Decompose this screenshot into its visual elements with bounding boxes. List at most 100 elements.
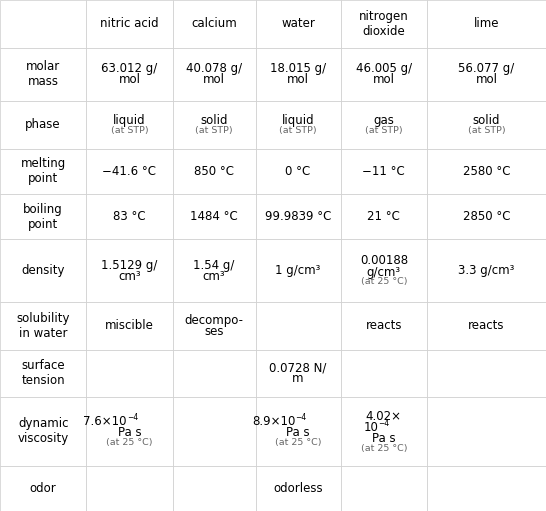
Bar: [427, 149, 546, 194]
Text: −4: −4: [378, 419, 390, 428]
Text: 56.077 g/: 56.077 g/: [458, 62, 515, 75]
Bar: [86, 397, 173, 466]
Text: 2850 °C: 2850 °C: [463, 210, 510, 223]
Bar: [427, 239, 546, 302]
Bar: [341, 101, 427, 149]
Text: (at 25 °C): (at 25 °C): [106, 438, 153, 447]
Text: mol: mol: [203, 74, 225, 86]
Text: ses: ses: [204, 325, 224, 338]
Text: 0.0728 N/: 0.0728 N/: [269, 361, 327, 375]
Text: nitrogen
dioxide: nitrogen dioxide: [359, 10, 409, 38]
Text: −4: −4: [295, 413, 307, 422]
Text: −41.6 °C: −41.6 °C: [103, 165, 156, 178]
Bar: [173, 466, 256, 511]
Bar: [341, 194, 427, 239]
Bar: [427, 466, 546, 511]
Bar: [256, 302, 341, 350]
Text: 83 °C: 83 °C: [113, 210, 146, 223]
Text: (at STP): (at STP): [468, 126, 505, 135]
Bar: [256, 101, 341, 149]
Bar: [341, 302, 427, 350]
Bar: [256, 397, 341, 466]
Text: 21 °C: 21 °C: [367, 210, 400, 223]
Text: 0.00188: 0.00188: [360, 254, 408, 267]
Bar: [0, 302, 86, 350]
Text: phase: phase: [25, 119, 61, 131]
Bar: [0, 397, 86, 466]
Text: Pa s: Pa s: [372, 432, 396, 445]
Bar: [0, 101, 86, 149]
Bar: [173, 149, 256, 194]
Text: solid: solid: [200, 114, 228, 127]
Bar: [173, 302, 256, 350]
Bar: [173, 397, 256, 466]
Text: (at 25 °C): (at 25 °C): [360, 277, 407, 287]
Text: 63.012 g/: 63.012 g/: [101, 62, 158, 75]
Bar: [256, 350, 341, 397]
Text: lime: lime: [474, 17, 499, 30]
Bar: [0, 466, 86, 511]
Bar: [86, 48, 173, 101]
Bar: [341, 48, 427, 101]
Text: 1.5129 g/: 1.5129 g/: [101, 259, 158, 271]
Bar: [173, 101, 256, 149]
Bar: [86, 0, 173, 48]
Bar: [86, 350, 173, 397]
Text: decompo-: decompo-: [185, 314, 244, 327]
Bar: [256, 239, 341, 302]
Text: −11 °C: −11 °C: [363, 165, 405, 178]
Text: solid: solid: [473, 114, 500, 127]
Text: g/cm³: g/cm³: [367, 266, 401, 278]
Text: 46.005 g/: 46.005 g/: [356, 62, 412, 75]
Bar: [0, 194, 86, 239]
Bar: [173, 0, 256, 48]
Text: reacts: reacts: [468, 319, 505, 332]
Text: 0 °C: 0 °C: [286, 165, 311, 178]
Text: (at STP): (at STP): [111, 126, 148, 135]
Bar: [427, 302, 546, 350]
Text: solubility
in water: solubility in water: [16, 312, 70, 340]
Text: nitric acid: nitric acid: [100, 17, 159, 30]
Text: −4: −4: [127, 413, 138, 422]
Bar: [256, 194, 341, 239]
Text: surface
tension: surface tension: [21, 359, 65, 387]
Bar: [86, 194, 173, 239]
Bar: [341, 0, 427, 48]
Text: boiling
point: boiling point: [23, 202, 63, 230]
Text: gas: gas: [373, 114, 394, 127]
Text: 1484 °C: 1484 °C: [190, 210, 238, 223]
Bar: [0, 350, 86, 397]
Text: dynamic
viscosity: dynamic viscosity: [17, 417, 69, 446]
Text: mol: mol: [476, 74, 497, 86]
Text: (at STP): (at STP): [280, 126, 317, 135]
Text: 18.015 g/: 18.015 g/: [270, 62, 326, 75]
Text: m: m: [292, 373, 304, 385]
Bar: [86, 239, 173, 302]
Bar: [341, 466, 427, 511]
Text: 1.54 g/: 1.54 g/: [193, 259, 235, 271]
Text: (at STP): (at STP): [195, 126, 233, 135]
Text: melting
point: melting point: [21, 157, 66, 185]
Bar: [0, 239, 86, 302]
Bar: [427, 194, 546, 239]
Text: (at STP): (at STP): [365, 126, 402, 135]
Bar: [341, 397, 427, 466]
Bar: [0, 149, 86, 194]
Bar: [427, 350, 546, 397]
Text: 8.9×10: 8.9×10: [252, 415, 295, 428]
Bar: [86, 302, 173, 350]
Text: Pa s: Pa s: [117, 426, 141, 439]
Bar: [173, 194, 256, 239]
Bar: [173, 239, 256, 302]
Text: mol: mol: [118, 74, 140, 86]
Text: (at 25 °C): (at 25 °C): [360, 444, 407, 453]
Text: density: density: [21, 264, 65, 277]
Text: 7.6×10: 7.6×10: [83, 415, 127, 428]
Text: cm³: cm³: [203, 270, 225, 283]
Bar: [173, 48, 256, 101]
Text: calcium: calcium: [191, 17, 237, 30]
Text: 3.3 g/cm³: 3.3 g/cm³: [458, 264, 515, 277]
Bar: [86, 101, 173, 149]
Text: odor: odor: [30, 482, 56, 495]
Text: odorless: odorless: [274, 482, 323, 495]
